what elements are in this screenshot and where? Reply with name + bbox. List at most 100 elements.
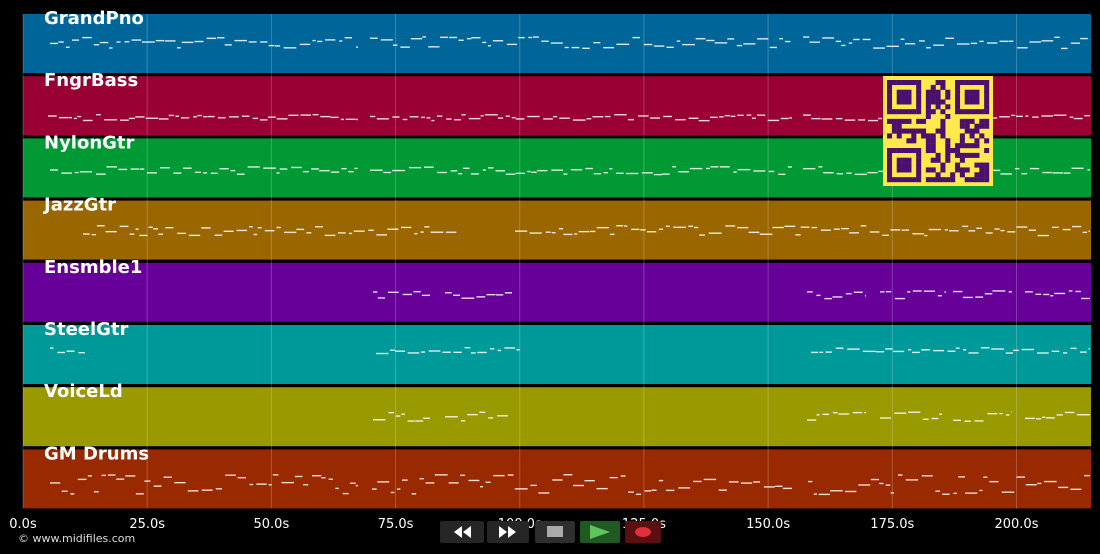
note-mark [253,233,258,236]
note-mark [78,351,85,354]
note-mark [230,169,236,172]
qr-module [935,152,941,158]
note-mark [1056,414,1063,416]
qr-module [969,80,975,86]
note-mark [424,226,430,228]
note-mark [551,169,564,171]
note-mark [449,36,458,39]
qr-module [945,143,951,149]
note-mark [803,167,816,170]
play-button[interactable] [580,521,620,543]
note-mark [488,417,494,419]
note-mark [979,489,983,492]
note-mark [1062,352,1068,354]
stop-button[interactable] [535,521,575,543]
note-mark [50,482,61,484]
note-mark [477,351,487,354]
note-mark [1037,234,1049,237]
note-mark [901,229,906,231]
note-mark [676,40,681,42]
note-mark [658,228,664,230]
note-mark [1025,417,1036,420]
note-mark [294,475,303,478]
note-mark [779,37,784,40]
qr-module [969,143,975,149]
record-button[interactable] [625,521,661,543]
note-mark [767,119,780,122]
note-mark [689,167,703,170]
note-mark [440,36,449,39]
note-mark [77,115,82,118]
note-mark [1029,167,1040,170]
qr-module [925,148,931,154]
qr-module [896,128,902,134]
note-mark [987,412,998,415]
note-mark [1005,414,1010,416]
note-mark [908,411,921,413]
note-mark [312,39,316,42]
note-mark [419,478,424,480]
note-mark [849,232,859,234]
note-mark [342,492,349,495]
note-mark [953,492,957,495]
note-mark [947,350,956,352]
note-mark [974,420,984,422]
note-mark [470,173,479,175]
qr-module [906,99,912,105]
note-mark [852,411,863,414]
qr-module [901,148,907,154]
qr-module [925,109,931,115]
note-mark [453,294,461,296]
note-mark [1001,491,1015,493]
qr-module [896,177,902,183]
qr-module [945,157,951,163]
qr-module [887,80,893,86]
qr-module [935,99,941,105]
note-mark [780,117,789,120]
qr-module [906,80,912,86]
fast-forward-button[interactable] [487,521,529,543]
rewind-button[interactable] [440,521,484,543]
qr-module [979,123,985,129]
qr-module [916,89,922,95]
note-mark [514,488,528,490]
qr-module [945,138,951,144]
qr-module [930,94,936,100]
note-mark [210,172,218,174]
qr-module [891,128,897,134]
note-mark [894,412,907,414]
note-mark [57,351,66,354]
note-mark [48,115,57,117]
note-mark [495,294,504,296]
qr-module [887,148,893,154]
note-mark [414,232,418,235]
qr-module [901,162,907,168]
qr-module [950,148,956,154]
note-mark [876,351,885,353]
qr-module [974,80,980,86]
note-mark [992,290,1006,292]
note-mark [193,116,197,118]
note-mark [564,46,569,49]
note-mark [649,117,661,119]
note-mark [219,168,229,170]
note-mark [610,233,615,236]
note-mark [582,47,590,50]
note-mark [344,37,353,39]
qr-module [974,162,980,168]
note-mark [437,171,448,174]
note-mark [939,413,942,415]
qr-module [974,138,980,144]
qr-module [916,157,922,163]
note-mark [578,230,590,233]
note-mark [693,480,702,483]
qr-module [964,80,970,86]
qr-module [984,109,990,115]
qr-module [959,123,965,129]
note-mark [885,484,891,486]
note-mark [448,482,459,484]
note-mark [1028,229,1037,231]
note-mark [276,226,281,229]
note-mark [976,227,982,229]
